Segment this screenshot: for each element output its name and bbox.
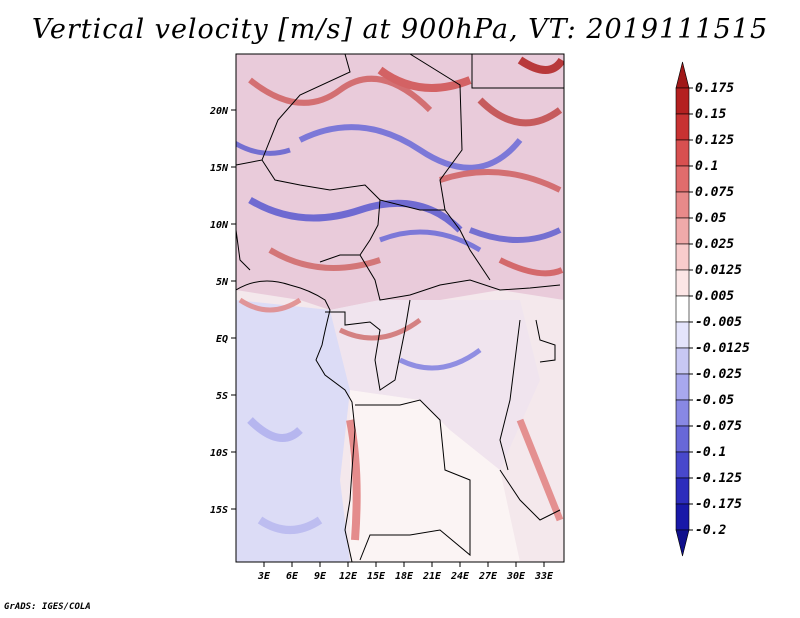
lon-label: 12E <box>339 571 358 582</box>
lon-label: 15E <box>367 571 386 582</box>
colorbar-label: -0.075 <box>695 419 742 434</box>
colorbar-label: -0.05 <box>695 393 734 408</box>
colorbar-swatch <box>675 243 690 271</box>
colorbar-label: 0.05 <box>695 211 726 226</box>
colorbar-label: -0.005 <box>695 315 742 330</box>
lon-label: 21E <box>422 571 442 582</box>
lat-label: 10S <box>210 448 228 459</box>
colorbar-label: 0.15 <box>695 107 726 122</box>
colorbar-label: 0.005 <box>695 289 734 304</box>
colorbar-label: 0.025 <box>695 237 734 252</box>
velocity-streaks <box>236 56 564 541</box>
colorbar-swatch <box>675 399 690 427</box>
lon-label: 30E <box>506 571 526 582</box>
colorbar-swatch <box>675 269 690 297</box>
lon-label: 6E <box>286 571 299 582</box>
colorbar-label: -0.0125 <box>695 341 750 356</box>
colorbar-swatch <box>675 451 690 479</box>
colorbar-label: -0.2 <box>695 523 726 538</box>
colorbar-swatch <box>675 87 690 115</box>
colorbar-label: -0.125 <box>695 471 742 486</box>
colorbar-swatch <box>675 165 690 193</box>
lon-label: 9E <box>314 571 327 582</box>
colorbar-swatch <box>675 295 690 323</box>
lat-label: 10N <box>210 220 229 231</box>
lon-label: 3E <box>257 571 271 582</box>
colorbar-label: -0.025 <box>695 367 742 382</box>
colorbar-swatch <box>675 529 690 557</box>
colorbar-swatch <box>675 61 690 89</box>
lon-label: 27E <box>478 571 498 582</box>
colorbar-swatch <box>675 321 690 349</box>
colorbar-label: 0.0125 <box>695 263 742 278</box>
lat-label: 20N <box>209 106 229 117</box>
colorbar-swatch <box>675 139 690 167</box>
lon-label: 33E <box>534 571 554 582</box>
country-borders <box>236 54 564 562</box>
colorbar-label: 0.175 <box>695 81 734 96</box>
colorbar-label: 0.1 <box>695 159 718 174</box>
colorbar-swatch <box>675 425 690 453</box>
lat-label: 5S <box>216 391 228 402</box>
colorbar-swatch <box>675 191 690 219</box>
colorbar-swatch <box>675 477 690 505</box>
longitude-axis: 3E 6E 9E 12E 15E 18E 21E 24E 27E 30E 33E <box>257 562 554 582</box>
lon-label: 24E <box>450 571 470 582</box>
colorbar-swatch <box>675 113 690 141</box>
colorbar: 0.175 0.15 0.125 0.1 0.075 0.05 0.025 0.0125 0.0… <box>675 61 750 557</box>
grads-credit: GrADS: IGES/COLA <box>4 602 91 612</box>
lat-label: EQ <box>216 334 228 345</box>
colorbar-swatch <box>675 217 690 245</box>
map-title: Vertical velocity [m/s] at 900hPa, VT: 2… <box>31 14 769 45</box>
lon-label: 18E <box>395 571 414 582</box>
colorbar-swatch <box>675 503 690 531</box>
colorbar-swatch <box>675 373 690 401</box>
map-frame <box>235 53 565 563</box>
lat-label: 15S <box>210 505 228 516</box>
lat-label: 15N <box>210 163 229 174</box>
colorbar-swatch <box>675 347 690 375</box>
colorbar-label: -0.1 <box>695 445 726 460</box>
colorbar-label: 0.075 <box>695 185 734 200</box>
colorbar-label: -0.175 <box>695 497 742 512</box>
colorbar-label: 0.125 <box>695 133 734 148</box>
lat-label: 5N <box>216 277 229 288</box>
latitude-axis: 20N 15N 10N 5N EQ 5S 10S 15S <box>209 106 236 516</box>
map-field <box>236 54 564 562</box>
